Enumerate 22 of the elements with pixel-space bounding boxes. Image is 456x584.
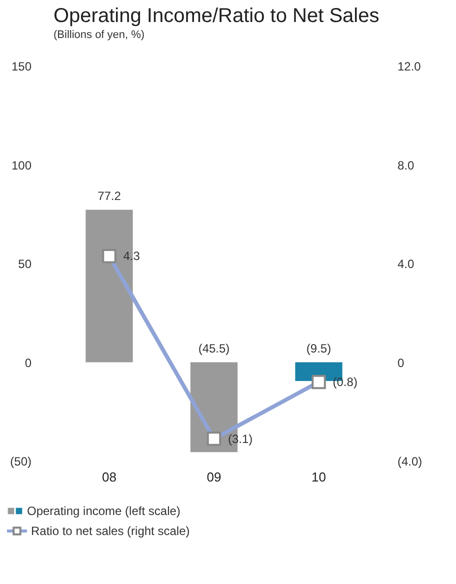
x-tick-label: 08 [102,470,116,484]
y2-tick-label: 4.0 [398,257,415,271]
chart-title: Operating Income/Ratio to Net Sales [54,5,380,27]
legend-label: Ratio to net sales (right scale) [31,524,190,538]
x-tick-label: 10 [312,470,326,484]
data-label: (3.1) [228,432,253,446]
y-tick-label: 150 [11,60,32,74]
x-tick-label: 09 [206,470,222,484]
data-label: (0.8) [332,375,358,389]
chart-subtitle: (Billions of yen, %) [54,29,145,41]
y2-tick-label: 8.0 [398,158,415,172]
y-tick-label: 100 [11,158,32,172]
y2-tick-label: 0 [398,356,404,370]
legend-label: Operating income (left scale) [27,504,180,518]
y-tick-label: 50 [18,257,32,271]
data-label: (45.5) [198,341,230,356]
y2-tick-label: 12.0 [398,60,422,74]
y-tick-label: (50) [10,454,32,468]
data-label: 77.2 [98,188,122,203]
data-label: (9.5) [306,341,332,356]
y-tick-label: 0 [24,356,32,370]
y2-tick-label: (4.0) [398,454,422,468]
